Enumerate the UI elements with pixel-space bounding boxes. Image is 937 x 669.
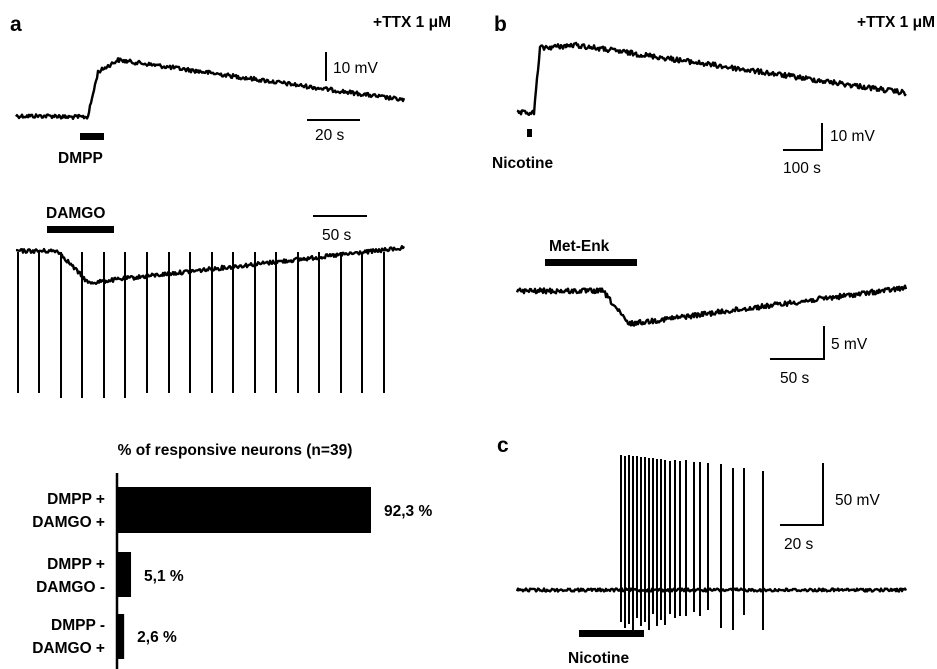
nicotine-c-action-potentials <box>620 455 764 630</box>
chart-bar <box>117 487 371 533</box>
chart-category-label: DMPP + <box>47 491 105 508</box>
nicotine-c-label: Nicotine <box>568 650 630 667</box>
condition-label-a: +TTX 1 μM <box>373 14 451 31</box>
nicotine-b-application-bar <box>527 129 532 137</box>
dmpp-time-scale-label: 20 s <box>315 127 345 144</box>
damgo-application-bar <box>47 226 114 233</box>
dmpp-voltage-trace <box>15 57 406 120</box>
nicotine-c-time-scale-label: 20 s <box>784 536 814 553</box>
metenk-scale-bar <box>770 326 825 360</box>
nicotine-b-time-scale-label: 100 s <box>783 160 821 177</box>
panel-label-c: c <box>497 434 509 457</box>
chart-category-label: DMPP + <box>47 556 105 573</box>
chart-category-label: DMPP - <box>51 617 105 634</box>
damgo-label: DAMGO <box>46 205 105 222</box>
metenk-voltage-trace <box>515 284 908 327</box>
metenk-voltage-scale-label: 5 mV <box>831 336 868 353</box>
chart-value-label: 92,3 % <box>384 503 432 520</box>
chart-bar <box>117 552 132 597</box>
metenk-label: Met-Enk <box>549 238 610 255</box>
chart-category-label: DAMGO - <box>36 579 105 596</box>
chart-value-label: 5,1 % <box>144 568 184 585</box>
chart-title: % of responsive neurons (n=39) <box>118 442 353 459</box>
dmpp-label: DMPP <box>58 150 103 167</box>
metenk-application-bar <box>545 259 637 266</box>
metenk-time-scale-label: 50 s <box>780 370 810 387</box>
nicotine-c-voltage-scale-label: 50 mV <box>835 492 880 509</box>
dmpp-voltage-scale-label: 10 mV <box>333 60 378 77</box>
nicotine-c-voltage-trace <box>515 587 908 593</box>
damgo-voltage-trace <box>15 245 406 285</box>
dmpp-application-bar <box>80 133 104 140</box>
nicotine-c-application-bar <box>579 630 644 637</box>
nicotine-b-scale-bar <box>783 123 823 151</box>
panel-label-b: b <box>494 13 507 36</box>
nicotine-b-label: Nicotine <box>492 155 554 172</box>
chart-category-label: DAMGO + <box>32 514 105 531</box>
panel-label-a: a <box>10 13 22 36</box>
chart-category-label: DAMGO + <box>32 640 105 657</box>
damgo-current-pulses <box>17 252 385 398</box>
nicotine-b-voltage-scale-label: 10 mV <box>830 128 875 145</box>
damgo-time-scale-label: 50 s <box>322 227 352 244</box>
nicotine-b-voltage-trace <box>516 41 907 116</box>
chart-value-label: 2,6 % <box>137 629 177 646</box>
condition-label-b: +TTX 1 μM <box>857 14 935 31</box>
nicotine-c-scale-bar <box>780 463 824 526</box>
chart-bar <box>117 614 125 659</box>
responsive-neurons-chart: 92,3 % DMPP + DAMGO + 5,1 % DMPP + DAMGO - 2,6… <box>32 473 432 669</box>
